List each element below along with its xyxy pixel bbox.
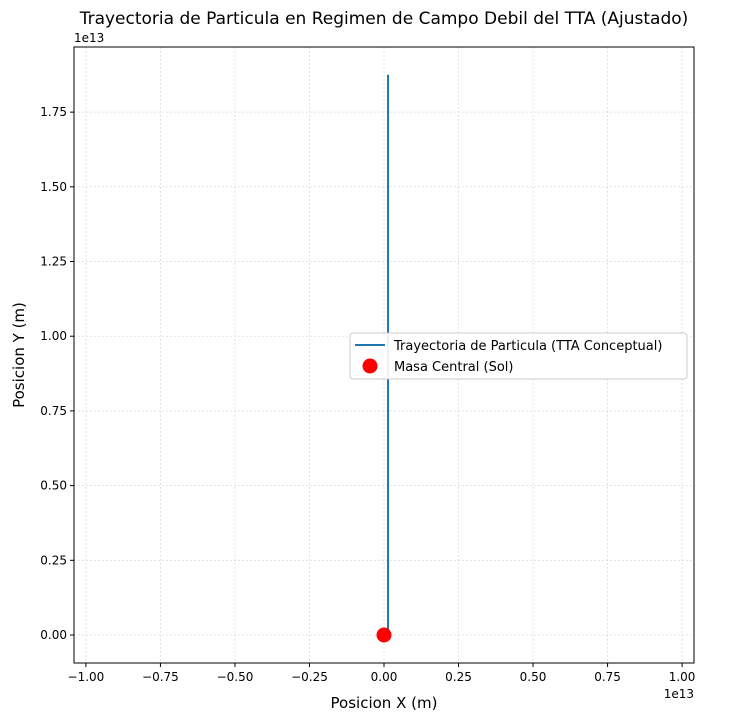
y-tick-label: 0.25 bbox=[40, 553, 67, 567]
chart-title: Trayectoria de Particula en Regimen de C… bbox=[79, 9, 689, 29]
y-axis-label: Posicion Y (m) bbox=[10, 302, 28, 408]
x-axis-label: Posicion X (m) bbox=[331, 694, 438, 712]
legend-label-trajectory: Trayectoria de Particula (TTA Conceptual… bbox=[393, 339, 662, 354]
x-tick-label: 0.00 bbox=[371, 670, 398, 684]
y-tick-label: 1.25 bbox=[40, 255, 67, 269]
y-tick-label: 0.50 bbox=[40, 479, 67, 493]
x-tick-label: 0.25 bbox=[445, 670, 472, 684]
legend: Trayectoria de Particula (TTA Conceptual… bbox=[349, 332, 688, 380]
x-tick-label: 0.50 bbox=[520, 670, 547, 684]
y-tick-label: 1.75 bbox=[40, 105, 67, 119]
legend-box bbox=[349, 332, 688, 380]
x-tick-label: −0.25 bbox=[291, 670, 328, 684]
x-tick-label: 0.75 bbox=[594, 670, 621, 684]
central-mass-marker bbox=[376, 627, 392, 643]
legend-label-central-mass: Masa Central (Sol) bbox=[394, 360, 513, 375]
y-tick-label: 1.50 bbox=[40, 180, 67, 194]
y-tick-label: 1.00 bbox=[40, 329, 67, 343]
y-axis-offset-label: 1e13 bbox=[74, 31, 104, 45]
x-tick-label: −0.50 bbox=[217, 670, 254, 684]
x-tick-label: −1.00 bbox=[68, 670, 105, 684]
legend-marker-swatch bbox=[362, 358, 378, 374]
x-axis-ticks: −1.00 −0.75 −0.50 −0.25 0.00 0.25 0.50 0.75 1.00 bbox=[68, 663, 696, 684]
y-tick-label: 0.75 bbox=[40, 404, 67, 418]
x-tick-label: −0.75 bbox=[142, 670, 179, 684]
x-tick-label: 1.00 bbox=[669, 670, 696, 684]
y-tick-label: 0.00 bbox=[40, 628, 67, 642]
y-axis-ticks: 0.00 0.25 0.50 0.75 1.00 1.25 1.50 1.75 bbox=[40, 105, 74, 642]
x-axis-offset-label: 1e13 bbox=[664, 687, 694, 701]
